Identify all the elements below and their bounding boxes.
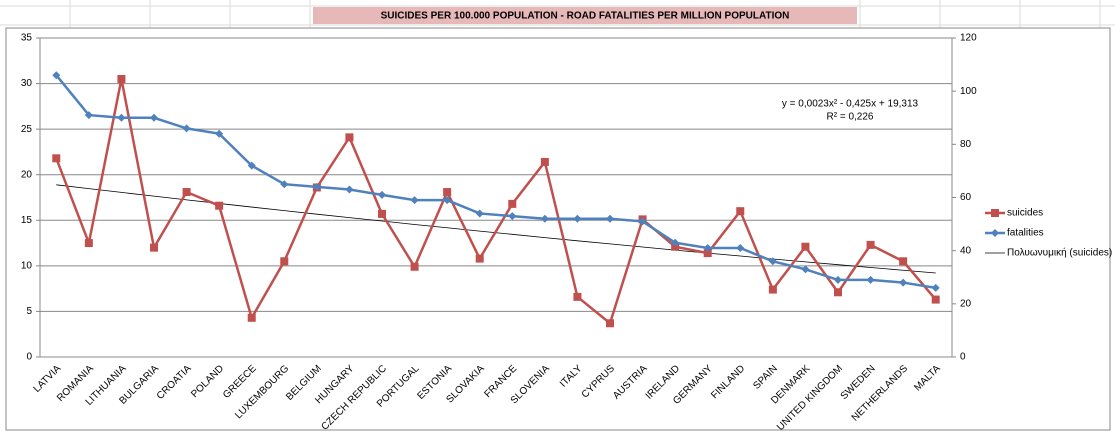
marker xyxy=(671,242,680,251)
marker xyxy=(475,254,484,263)
marker xyxy=(52,154,61,163)
marker xyxy=(345,185,354,194)
marker xyxy=(508,199,517,208)
marker xyxy=(247,161,256,170)
marker xyxy=(182,188,191,197)
legend-label: Πολυωνυμική (suicides) xyxy=(1007,247,1112,259)
marker xyxy=(801,265,810,274)
marker xyxy=(671,238,680,247)
y2-tick-label: 0 xyxy=(960,352,966,363)
marker xyxy=(991,209,999,217)
y-tick-label: 25 xyxy=(21,124,33,135)
series-line xyxy=(55,78,937,326)
marker xyxy=(768,285,777,294)
y2-tick-label: 60 xyxy=(960,192,972,203)
y-tick-label: 30 xyxy=(21,78,33,89)
marker xyxy=(834,275,842,284)
marker xyxy=(117,113,126,122)
legend-label: suicides xyxy=(1007,208,1043,219)
y-tick-label: 0 xyxy=(26,352,32,363)
marker xyxy=(117,75,126,84)
marker xyxy=(52,71,61,80)
marker xyxy=(736,207,745,216)
marker xyxy=(508,212,517,221)
y2-tick-label: 120 xyxy=(960,33,977,44)
marker xyxy=(573,214,582,223)
y-tick-label: 15 xyxy=(21,215,33,226)
marker xyxy=(84,111,93,120)
marker xyxy=(410,262,419,271)
marker xyxy=(410,196,419,205)
y-tick-label: 10 xyxy=(21,260,33,271)
marker xyxy=(215,201,224,210)
marker xyxy=(866,275,875,284)
y2-tick-label: 40 xyxy=(960,245,972,256)
marker xyxy=(84,239,93,248)
y2-tick-label: 20 xyxy=(960,298,972,309)
marker xyxy=(182,124,191,133)
equation: y = 0,0023x² - 0,425x + 19,313 xyxy=(782,99,919,110)
marker xyxy=(606,319,614,328)
marker xyxy=(736,244,745,253)
y-tick-label: 5 xyxy=(26,306,32,317)
marker xyxy=(834,288,842,297)
marker xyxy=(931,295,940,304)
marker xyxy=(443,196,452,205)
marker xyxy=(703,249,712,258)
marker xyxy=(991,229,999,237)
marker xyxy=(573,292,582,301)
marker xyxy=(540,157,549,166)
marker xyxy=(150,243,158,252)
marker xyxy=(345,133,354,142)
marker xyxy=(768,257,777,266)
marker xyxy=(703,244,712,253)
chart-title: SUICIDES PER 100.000 POPULATION - ROAD F… xyxy=(381,11,790,22)
y-tick-label: 35 xyxy=(21,33,33,44)
marker xyxy=(312,182,321,191)
y-tick-label: 20 xyxy=(21,169,33,180)
marker xyxy=(638,217,647,226)
marker xyxy=(378,190,386,199)
marker xyxy=(247,313,256,322)
marker xyxy=(899,278,908,287)
y2-tick-label: 100 xyxy=(960,86,977,97)
chart-area xyxy=(5,27,1111,431)
sheet-grid xyxy=(0,0,1115,28)
marker xyxy=(899,257,908,266)
series-line xyxy=(55,74,936,290)
marker xyxy=(443,188,452,197)
marker xyxy=(475,209,484,218)
marker xyxy=(378,209,386,218)
y2-tick-label: 80 xyxy=(960,139,972,150)
legend-label: fatalities xyxy=(1007,228,1044,239)
marker xyxy=(931,283,940,292)
marker xyxy=(801,242,810,251)
marker xyxy=(866,240,875,249)
marker xyxy=(215,129,224,138)
r-squared: R² = 0,226 xyxy=(827,112,874,123)
marker xyxy=(150,113,158,122)
marker xyxy=(540,214,549,223)
marker xyxy=(280,180,289,189)
title-box xyxy=(313,7,857,24)
marker xyxy=(606,214,614,223)
marker xyxy=(280,257,289,266)
